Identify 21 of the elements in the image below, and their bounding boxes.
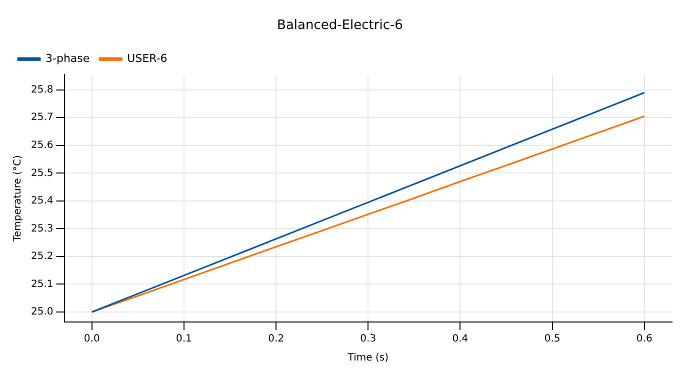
x-tick-label: 0.4 bbox=[452, 334, 468, 345]
y-tick-label: 25.1 bbox=[31, 278, 54, 290]
y-tick-label: 25.8 bbox=[31, 84, 54, 96]
x-tick-label: 0.6 bbox=[636, 334, 652, 345]
x-axis-title: Time (s) bbox=[346, 352, 389, 364]
x-tick-label: 0.5 bbox=[544, 334, 560, 345]
x-tick-label: 0.1 bbox=[176, 334, 192, 345]
legend-label: 3-phase bbox=[46, 52, 90, 65]
y-tick-label: 25.7 bbox=[31, 112, 54, 124]
y-tick-label: 25.4 bbox=[31, 196, 54, 207]
x-tick-label: 0.3 bbox=[360, 334, 376, 345]
y-tick-label: 25.2 bbox=[31, 251, 54, 262]
y-tick-label: 25.3 bbox=[31, 223, 54, 234]
chart-title: Balanced-Electric-6 bbox=[277, 18, 403, 34]
y-tick-label: 25.0 bbox=[31, 306, 54, 318]
y-tick-label: 25.5 bbox=[31, 168, 54, 179]
y-axis-title: Temperature (°C) bbox=[12, 155, 24, 242]
x-tick-label: 0.2 bbox=[268, 334, 284, 345]
y-tick-label: 25.6 bbox=[31, 140, 54, 151]
legend-label: USER-6 bbox=[127, 52, 168, 65]
x-tick-label: 0.0 bbox=[84, 334, 100, 345]
